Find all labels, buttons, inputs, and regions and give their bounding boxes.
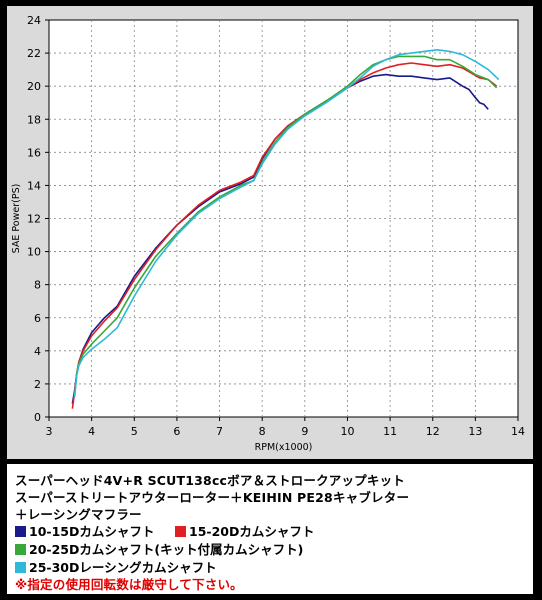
chart-panel: 3 4 5 6 7 8 9 10 11 12 13 14 0 2 4 6 8 10 12 14 16 18 20 22 24 RP… xyxy=(7,6,533,459)
legend-item-15-20d: 15-20Dカムシャフト xyxy=(175,521,314,540)
y-tick-label: 16 xyxy=(27,146,41,159)
legend-label: 20-25Dカムシャフト(キット付属カムシャフト) xyxy=(29,542,304,557)
x-tick-label: 11 xyxy=(383,425,397,438)
legend-label: 15-20Dカムシャフト xyxy=(189,524,315,539)
legend-swatch xyxy=(175,526,186,537)
y-tick-label: 4 xyxy=(34,345,41,358)
x-tick-label: 7 xyxy=(216,425,223,438)
y-tick-label: 12 xyxy=(27,213,41,226)
legend-swatch xyxy=(15,562,26,573)
x-tick-label: 9 xyxy=(301,425,308,438)
x-tick-label: 12 xyxy=(426,425,440,438)
power-chart: 3 4 5 6 7 8 9 10 11 12 13 14024681012141618202224RP… xyxy=(11,14,525,453)
y-tick-label: 14 xyxy=(27,179,41,192)
x-tick-label: 10 xyxy=(340,425,354,438)
legend-label: 25-30Dレーシングカムシャフト xyxy=(29,560,217,575)
x-tick-label: 14 xyxy=(511,425,525,438)
x-tick-label: 6 xyxy=(173,425,180,438)
description-line-3: ＋レーシングマフラー xyxy=(15,507,142,522)
x-tick-label: 5 xyxy=(131,425,138,438)
y-tick-label: 10 xyxy=(27,246,41,259)
y-tick-label: 24 xyxy=(27,14,41,27)
y-tick-label: 6 xyxy=(34,312,41,325)
legend-item-20-25d: 20-25Dカムシャフト(キット付属カムシャフト) xyxy=(15,539,303,558)
x-tick-label: 13 xyxy=(468,425,482,438)
series-line-4 xyxy=(73,48,500,398)
y-axis-label: SAE Power(PS) xyxy=(11,184,22,254)
y-tick-label: 20 xyxy=(27,80,41,93)
y-tick-label: 2 xyxy=(34,378,41,391)
legend-item-25-30d: 25-30Dレーシングカムシャフト xyxy=(15,557,217,576)
y-tick-label: 18 xyxy=(27,113,41,126)
legend-item-10-15d: 10-15Dカムシャフト xyxy=(15,521,154,540)
legend-label: 10-15Dカムシャフト xyxy=(29,524,155,539)
description-line-2: スーパーストリートアウターローター＋KEIHIN PE28キャブレター xyxy=(15,490,410,505)
y-tick-label: 8 xyxy=(34,279,41,292)
legend-panel: スーパーヘッド4V+R SCUT138ccボア＆ストロークアップキット スーパー… xyxy=(7,464,533,594)
x-tick-label: 3 xyxy=(46,425,53,438)
y-tick-label: 22 xyxy=(27,47,41,60)
x-tick-label: 8 xyxy=(259,425,266,438)
series-line-3 xyxy=(73,55,498,398)
description-line-1: スーパーヘッド4V+R SCUT138ccボア＆ストロークアップキット xyxy=(15,473,405,488)
usage-note: ※指定の使用回転数は厳守して下さい。 xyxy=(15,577,243,592)
y-tick-label: 0 xyxy=(34,411,41,424)
chart-frame: 3 4 5 6 7 8 9 10 11 12 13 14 0 2 4 6 8 10 12 14 16 18 20 22 24 RP… xyxy=(3,3,537,597)
x-axis-label: RPM(x1000) xyxy=(255,442,313,453)
legend-swatch xyxy=(15,526,26,537)
legend-swatch xyxy=(15,544,26,555)
series-line-2 xyxy=(71,62,498,409)
x-tick-label: 4 xyxy=(88,425,95,438)
